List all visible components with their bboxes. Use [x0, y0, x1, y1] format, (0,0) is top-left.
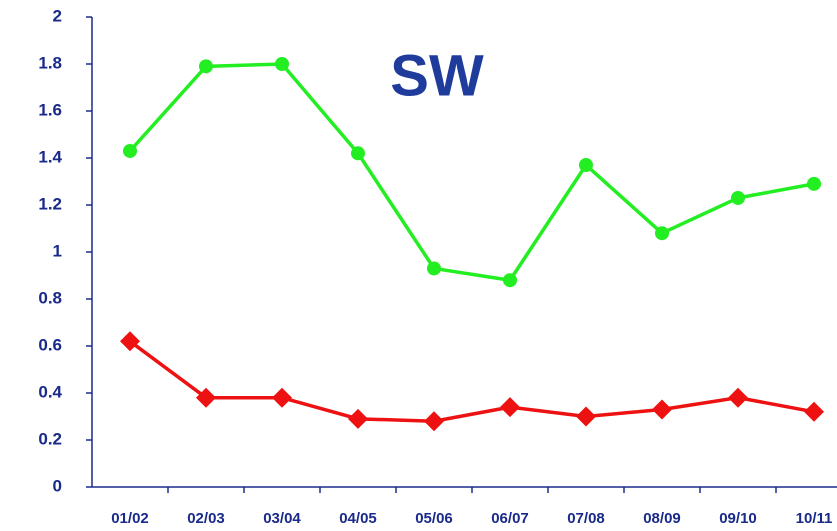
y-tick-label: 0.2: [38, 429, 62, 448]
series-line: [130, 341, 814, 421]
x-tick-label: 02/03: [187, 510, 225, 527]
x-tick-label: 04/05: [339, 510, 377, 527]
y-tick-label: 1.4: [38, 147, 62, 166]
point: [123, 144, 137, 158]
x-tick-label: 10/11: [796, 510, 833, 527]
point: [272, 388, 292, 408]
x-tick-label: 03/04: [263, 510, 301, 527]
x-tick-label: 05/06: [415, 510, 453, 527]
x-tick-label: 01/02: [111, 510, 149, 527]
point: [579, 158, 593, 172]
y-tick-label: 2: [53, 6, 62, 25]
x-tick-label: 06/07: [491, 510, 529, 527]
point: [424, 411, 444, 431]
point: [500, 397, 520, 417]
point: [275, 57, 289, 71]
y-tick-label: 0.6: [38, 335, 62, 354]
point: [652, 399, 672, 419]
x-tick-label: 08/09: [643, 510, 681, 527]
point: [351, 146, 365, 160]
y-tick-label: 1.8: [38, 53, 62, 72]
y-tick-label: 1: [53, 241, 62, 260]
chart-title: SW: [390, 43, 484, 108]
point: [807, 177, 821, 191]
point: [199, 59, 213, 73]
x-tick-label: 07/08: [567, 510, 605, 527]
y-tick-label: 0: [53, 476, 62, 495]
y-tick-label: 1.2: [38, 194, 62, 213]
y-tick-label: 1.6: [38, 100, 62, 119]
point: [655, 226, 669, 240]
point: [503, 273, 517, 287]
point: [731, 191, 745, 205]
point: [427, 261, 441, 275]
page: {"chart_data": {"type": "line", "title":…: [0, 0, 837, 531]
x-tick-label: 09/10: [719, 510, 757, 527]
y-tick-label: 0.4: [38, 382, 62, 401]
point: [576, 407, 596, 427]
point: [728, 388, 748, 408]
point: [348, 409, 368, 429]
chart: SW 0 0.2 0.4 0.6 0.8 1 1.2 1.4 1.6 1.8 2 01/02 02/03…: [0, 0, 837, 531]
point: [804, 402, 824, 422]
y-tick-label: 0.8: [38, 288, 62, 307]
